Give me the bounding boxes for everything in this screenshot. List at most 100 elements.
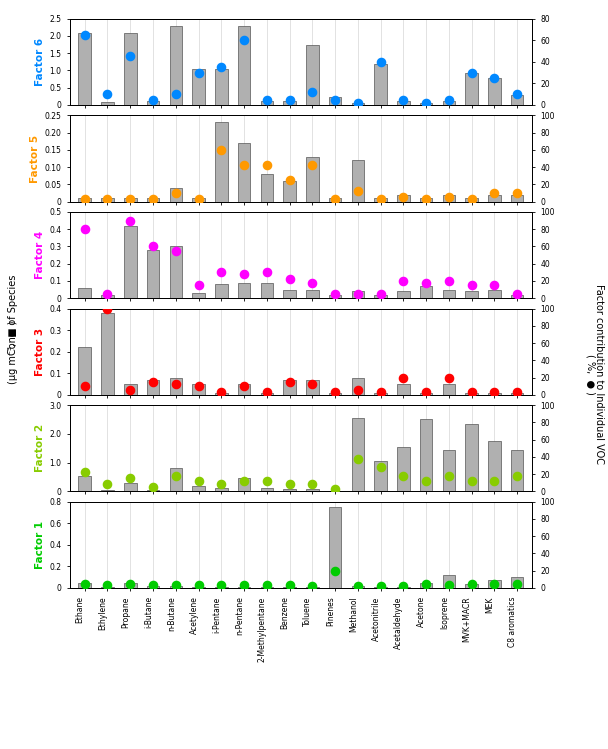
Point <box>398 191 408 203</box>
Bar <box>329 294 341 298</box>
Bar <box>375 294 387 298</box>
Y-axis label: Factor 3: Factor 3 <box>35 327 45 376</box>
Point <box>171 580 181 592</box>
Point <box>239 268 249 280</box>
Bar <box>78 288 91 298</box>
Point <box>216 267 226 279</box>
Point <box>513 288 522 300</box>
Point <box>489 72 499 84</box>
Bar <box>488 290 501 298</box>
Bar <box>147 490 159 491</box>
Point <box>308 160 317 172</box>
Point <box>239 580 249 592</box>
Point <box>194 279 204 291</box>
Point <box>398 470 408 482</box>
Bar <box>488 392 501 395</box>
Point <box>513 386 522 398</box>
Point <box>330 386 340 398</box>
Point <box>398 580 408 592</box>
Bar <box>147 586 159 588</box>
Point <box>467 386 477 398</box>
Bar <box>397 195 410 201</box>
Bar <box>329 97 341 105</box>
Point <box>421 97 431 109</box>
Point <box>239 160 249 172</box>
Point <box>489 577 499 589</box>
Point <box>148 376 158 388</box>
Bar <box>261 587 273 588</box>
Point <box>194 193 204 205</box>
Bar <box>351 377 364 395</box>
Point <box>125 214 135 226</box>
Point <box>171 187 181 199</box>
Bar <box>215 488 227 491</box>
Point <box>216 386 226 398</box>
Point <box>513 470 522 482</box>
Bar <box>101 587 114 588</box>
Text: (μg m⁻³,  ■ ): (μg m⁻³, ■ ) <box>9 321 18 383</box>
Bar <box>511 94 523 105</box>
Bar <box>511 392 523 395</box>
Point <box>262 475 272 487</box>
Point <box>513 88 522 100</box>
Bar <box>397 384 410 395</box>
Bar <box>397 291 410 298</box>
Point <box>80 577 89 589</box>
Point <box>262 580 272 592</box>
Point <box>444 580 454 592</box>
Bar <box>511 195 523 201</box>
Point <box>285 273 294 285</box>
Point <box>103 88 112 100</box>
Bar <box>420 286 432 298</box>
Point <box>239 475 249 487</box>
Y-axis label: Factor 2: Factor 2 <box>35 424 45 473</box>
Bar <box>238 143 250 201</box>
Bar <box>147 101 159 105</box>
Bar <box>306 587 319 588</box>
Bar <box>420 419 432 491</box>
Bar <box>124 198 137 201</box>
Bar <box>351 418 364 491</box>
Bar <box>443 449 455 491</box>
Point <box>421 276 431 288</box>
Bar <box>215 285 227 298</box>
Bar <box>443 195 455 201</box>
Bar <box>192 384 205 395</box>
Bar <box>78 476 91 491</box>
Bar <box>397 447 410 491</box>
Bar <box>78 198 91 201</box>
Bar <box>283 380 296 395</box>
Point <box>330 288 340 300</box>
Text: Factor contribution to Individual VOC: Factor contribution to Individual VOC <box>594 285 604 464</box>
Point <box>330 483 340 495</box>
Bar <box>192 198 205 201</box>
Point <box>148 240 158 252</box>
Bar <box>261 282 273 298</box>
Point <box>353 384 363 396</box>
Y-axis label: Factor 5: Factor 5 <box>30 134 40 183</box>
Point <box>171 470 181 482</box>
Bar <box>465 424 478 491</box>
Point <box>194 380 204 392</box>
Bar <box>465 198 478 201</box>
Point <box>239 34 249 46</box>
Bar <box>420 198 432 201</box>
Text: Conc. of Species: Conc. of Species <box>9 274 18 355</box>
Point <box>398 94 408 106</box>
Point <box>444 191 454 203</box>
Point <box>330 565 340 577</box>
Bar <box>420 583 432 588</box>
Bar <box>124 483 137 491</box>
Bar <box>283 101 296 105</box>
Y-axis label: Factor 1: Factor 1 <box>35 521 45 569</box>
Point <box>285 580 294 592</box>
Point <box>171 378 181 390</box>
Bar <box>170 468 182 491</box>
Bar <box>215 122 227 201</box>
Point <box>216 144 226 156</box>
Point <box>262 160 272 172</box>
Point <box>103 479 112 491</box>
Point <box>285 174 294 186</box>
Point <box>353 97 363 109</box>
Point <box>239 380 249 392</box>
